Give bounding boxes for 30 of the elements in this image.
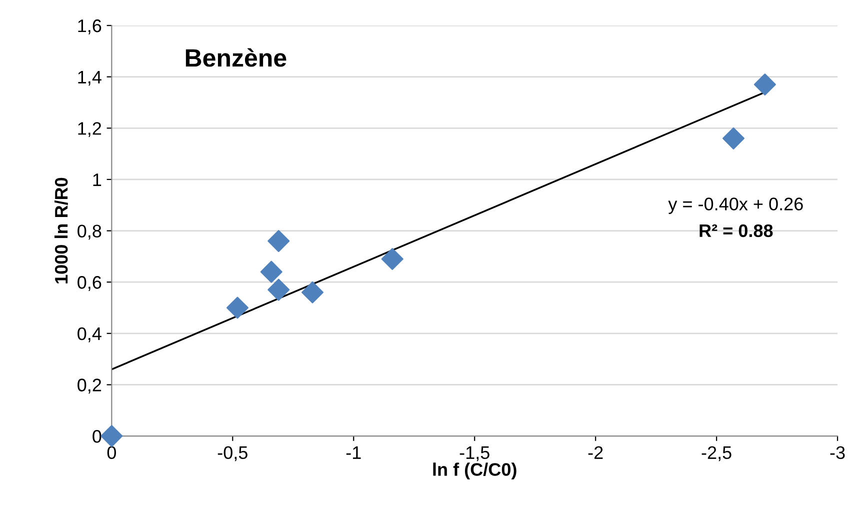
text: Benzène xyxy=(186,48,286,67)
point xyxy=(301,281,324,304)
y-tick-label: 0,4 xyxy=(78,327,102,342)
y-tick-label: 0,8 xyxy=(78,224,102,240)
y-tick-label: 1 xyxy=(93,174,102,186)
x-tick-label: -1 xyxy=(346,446,361,459)
y-tick-label: 1,4 xyxy=(78,70,102,86)
point xyxy=(268,278,290,301)
x-tick-label: -2 xyxy=(588,446,603,459)
x-tick-label: -3 xyxy=(830,446,845,460)
point xyxy=(722,127,744,150)
point xyxy=(260,260,282,283)
y-axis-title: 1000 ln R/R0 xyxy=(54,178,68,284)
point xyxy=(268,230,290,252)
y-tick-label: 0,2 xyxy=(78,378,102,394)
x-tick-label: -1,5 xyxy=(460,446,490,462)
point xyxy=(754,74,776,96)
x-tick-label: 0 xyxy=(107,446,116,460)
point xyxy=(100,425,123,448)
y-tick-label: 1,2 xyxy=(78,122,102,137)
y-tick-label: 0 xyxy=(92,430,102,443)
point xyxy=(226,296,248,319)
annotation: R² = 0.88 xyxy=(700,224,773,238)
annotation: y = -0.40x + 0.26 xyxy=(668,198,803,214)
y-tick-label: 1,6 xyxy=(78,19,102,34)
point xyxy=(381,248,404,270)
x-axis-title: ln f (C/C0) xyxy=(433,462,516,480)
y-tick-label: 0,6 xyxy=(78,276,102,291)
x-tick-label: -2,5 xyxy=(702,446,732,462)
x-tick-label: -0,5 xyxy=(218,446,248,462)
